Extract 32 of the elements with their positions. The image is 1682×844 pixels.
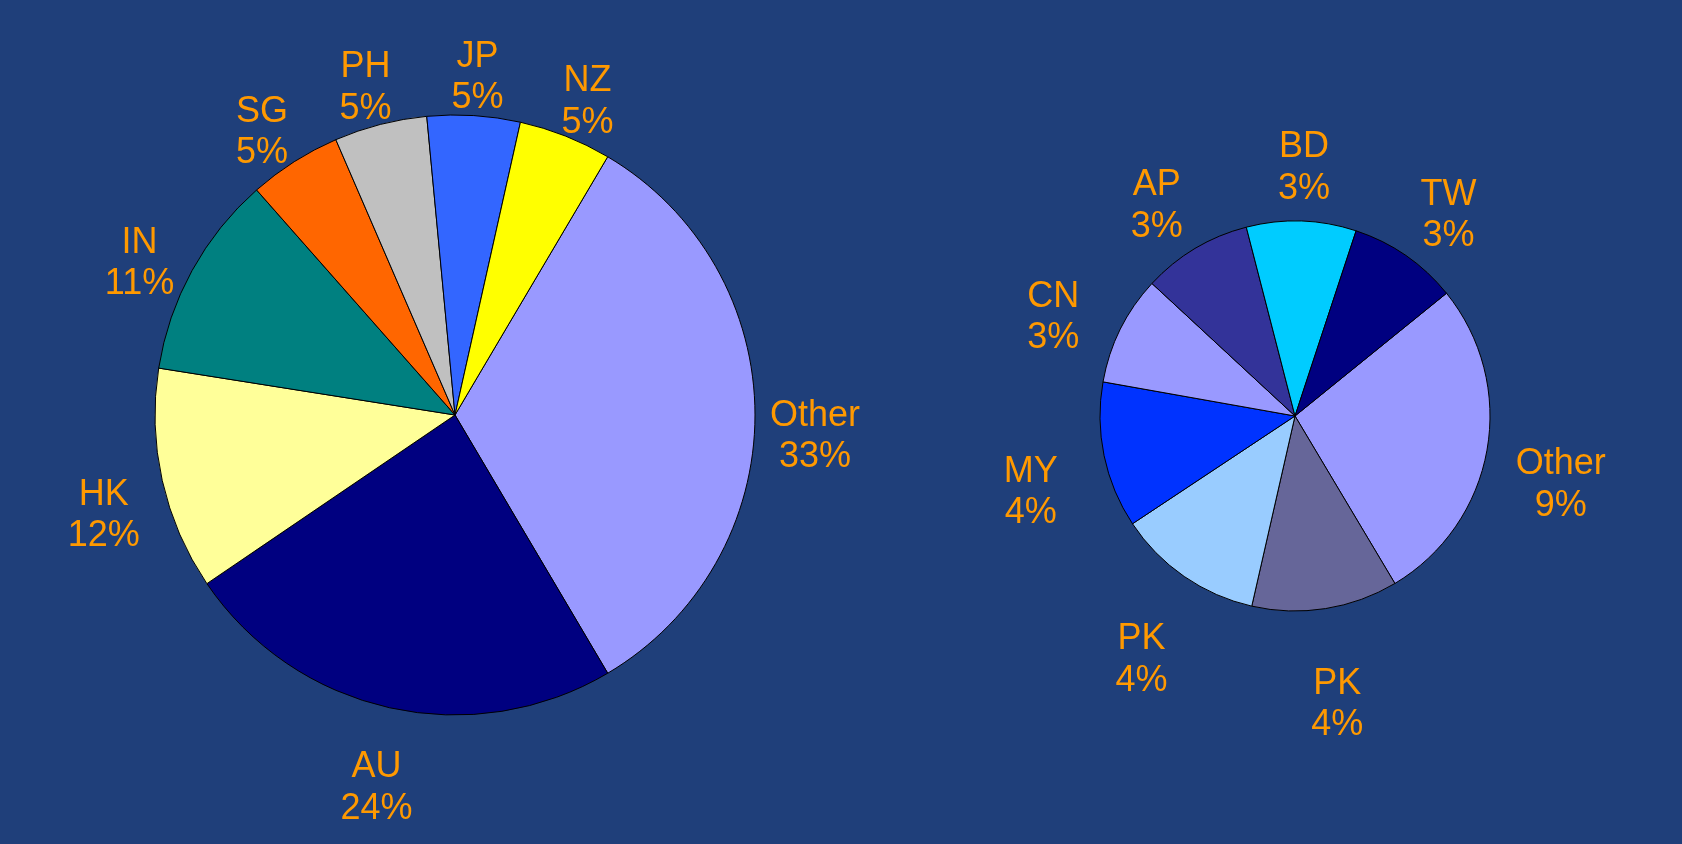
data-label: 11% <box>104 260 175 302</box>
slice-label: JP <box>456 33 499 75</box>
data-label: 4% <box>1004 489 1057 531</box>
slice-label: AU <box>351 744 402 786</box>
slice-label: SG <box>236 89 289 131</box>
slice-label: HK <box>78 471 129 513</box>
slice-label: BD <box>1278 123 1329 165</box>
data-label: 5% <box>451 75 504 117</box>
data-label: 3% <box>1422 212 1475 254</box>
slice-label: IN <box>121 219 158 261</box>
data-label: 12% <box>67 512 140 554</box>
data-label: 3% <box>1027 314 1080 356</box>
slice-label: Other <box>769 392 861 434</box>
data-label: 4% <box>1115 657 1168 699</box>
slice-label: Other <box>1515 440 1606 482</box>
data-label: 5% <box>561 99 614 141</box>
data-label: 9% <box>1534 482 1587 524</box>
data-label: 24% <box>340 785 413 827</box>
slice-label: TW <box>1420 171 1477 213</box>
data-label: 33% <box>778 434 852 476</box>
slice-label: NZ <box>563 58 612 100</box>
data-label: 5% <box>339 85 392 127</box>
slice-label: AP <box>1132 161 1181 203</box>
slice-label: MY <box>1003 448 1058 490</box>
data-label: 3% <box>1277 165 1330 207</box>
slice-label: PH <box>340 44 391 86</box>
data-label: 4% <box>1311 701 1364 743</box>
slice-label: PK <box>1313 660 1362 702</box>
slice-label: PK <box>1117 615 1166 657</box>
slice-label: CN <box>1027 273 1080 315</box>
data-label: 3% <box>1130 203 1183 245</box>
data-label: 5% <box>236 130 289 172</box>
